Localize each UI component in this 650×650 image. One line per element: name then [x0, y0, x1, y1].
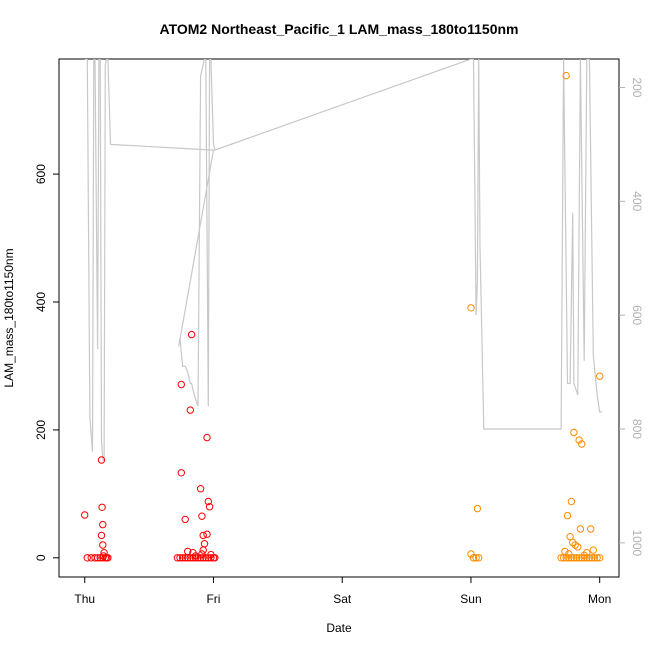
data-point	[567, 497, 576, 506]
altitude-line	[84, 59, 603, 461]
data-point	[570, 554, 578, 562]
plot-area	[58, 58, 620, 578]
data-point	[202, 554, 210, 562]
y2-tick-label: 600	[630, 305, 644, 325]
y-tick-label: 200	[34, 420, 48, 440]
data-point	[467, 550, 475, 558]
y2-tick-label: 200	[630, 77, 644, 97]
y2-tick-label: 800	[630, 419, 644, 439]
data-point	[565, 554, 573, 562]
data-point	[207, 550, 215, 559]
data-point	[176, 554, 184, 562]
data-point	[562, 71, 570, 80]
data-point	[191, 552, 200, 560]
data-point	[583, 554, 591, 562]
data-point	[583, 549, 591, 557]
y-axis-label: LAM_mass_180to1150nm	[2, 248, 16, 387]
data-point	[472, 554, 480, 562]
data-point	[565, 550, 573, 558]
data-points	[81, 71, 604, 562]
data-point	[572, 554, 581, 562]
data-point	[467, 304, 475, 312]
altitude-trace	[84, 59, 603, 461]
data-point	[588, 554, 596, 562]
x-axis: Thu Fri Sat Sun Mon	[74, 576, 611, 606]
data-point	[99, 541, 107, 549]
y-tick-label: 600	[34, 164, 48, 184]
data-point	[177, 469, 186, 477]
data-point	[199, 531, 207, 540]
data-point	[596, 372, 604, 380]
data-point	[574, 543, 582, 551]
data-point	[198, 550, 206, 558]
x-tick-label: Mon	[588, 592, 611, 606]
data-point	[587, 525, 595, 533]
chart-title: ATOM2 Northeast_Pacific_1 LAM_mass_180to…	[160, 21, 519, 37]
data-point	[196, 485, 205, 493]
data-point	[196, 554, 205, 562]
y-axis: 0 200 400 600	[34, 164, 59, 561]
y-tick-label: 0	[34, 554, 48, 561]
y-tick-label: 400	[34, 292, 48, 312]
data-point	[97, 456, 106, 464]
data-point	[200, 540, 209, 548]
data-point	[199, 554, 207, 562]
data-point	[204, 497, 213, 506]
data-point	[104, 554, 112, 562]
data-point	[99, 552, 108, 560]
data-point	[184, 547, 192, 556]
data-point	[475, 554, 483, 562]
data-point	[575, 436, 583, 444]
data-point	[99, 520, 107, 529]
data-point	[580, 551, 588, 559]
data-point	[186, 406, 195, 414]
data-point	[173, 554, 182, 562]
data-point	[178, 554, 187, 562]
data-point	[97, 531, 106, 540]
data-point	[181, 515, 189, 524]
x-tick-label: Sun	[460, 592, 481, 606]
data-point	[473, 504, 482, 513]
data-point	[100, 549, 108, 557]
data-point	[198, 512, 206, 520]
data-point	[576, 525, 585, 533]
data-point	[561, 547, 569, 556]
data-point	[205, 503, 214, 511]
data-point	[589, 546, 597, 554]
data-point	[569, 538, 577, 547]
data-point	[91, 554, 99, 562]
data-point	[199, 546, 207, 554]
plot-border	[58, 58, 620, 578]
data-point	[187, 330, 196, 339]
data-point	[563, 511, 572, 520]
data-point	[81, 511, 89, 519]
data-point	[593, 554, 601, 562]
x-tick-label: Thu	[74, 592, 95, 606]
data-point	[203, 530, 211, 538]
x-axis-label: Date	[326, 621, 352, 635]
y2-axis: 200 400 600 800 1000	[619, 77, 644, 557]
data-point	[578, 440, 586, 448]
data-point	[469, 554, 478, 562]
data-point	[590, 554, 599, 562]
data-point	[557, 554, 565, 562]
y2-tick-label: 1000	[630, 529, 644, 556]
data-point	[203, 433, 211, 442]
data-point	[578, 554, 586, 562]
data-point	[83, 554, 92, 562]
data-point	[98, 503, 106, 511]
y2-tick-label: 400	[630, 191, 644, 211]
data-point	[207, 554, 215, 562]
data-point	[570, 428, 578, 437]
data-point	[567, 554, 576, 562]
x-tick-label: Fri	[206, 592, 220, 606]
data-point	[177, 380, 186, 389]
data-point	[596, 554, 604, 562]
x-tick-label: Sat	[333, 592, 352, 606]
data-point	[181, 554, 189, 562]
